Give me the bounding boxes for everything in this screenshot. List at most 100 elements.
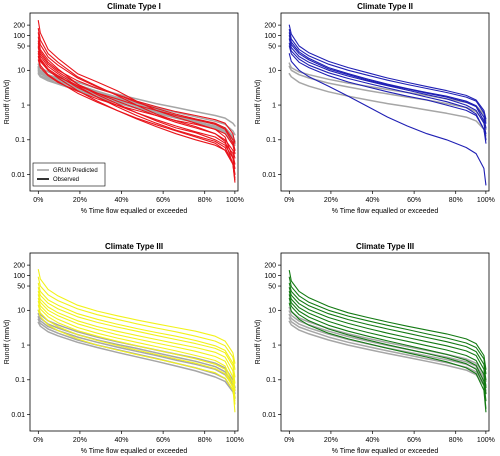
legend: GRUN Predicted Observed xyxy=(32,162,106,187)
x-tick-label: 100% xyxy=(226,437,244,444)
y-tick-label: 0.01 xyxy=(11,172,25,179)
predicted-line-9 xyxy=(288,306,487,383)
y-tick-label: 100 xyxy=(264,33,276,40)
observed-line-2 xyxy=(37,276,236,370)
y-tick-label: 100 xyxy=(264,273,276,280)
x-tick-label: 20% xyxy=(73,197,87,204)
y-axis-label: Runoff (mm/d) xyxy=(255,80,262,125)
x-tick-label: 80% xyxy=(198,437,212,444)
observed-line-3 xyxy=(288,32,487,129)
x-tick-label: 100% xyxy=(477,437,495,444)
chart-title: Climate Type III xyxy=(105,242,163,251)
predicted-line-12 xyxy=(37,312,236,392)
observed-line-6 xyxy=(288,294,487,402)
y-axis-label: Runoff (mm/d) xyxy=(255,320,262,365)
x-tick-label: 60% xyxy=(156,197,170,204)
x-tick-label: 20% xyxy=(73,437,87,444)
x-tick-label: 60% xyxy=(407,437,421,444)
y-tick-label: 1 xyxy=(272,102,276,109)
y-tick-label: 10 xyxy=(17,68,25,75)
x-tick-label: 60% xyxy=(407,197,421,204)
x-axis-label: % Time flow equalled or exceeded xyxy=(81,448,188,455)
plot-frame xyxy=(29,252,239,432)
y-tick-label: 50 xyxy=(268,283,276,290)
observed-line-8 xyxy=(37,300,236,413)
observed-line-11 xyxy=(37,55,236,181)
observed-line-2 xyxy=(288,28,487,124)
x-tick-label: 100% xyxy=(226,197,244,204)
observed-line-4 xyxy=(37,287,236,384)
x-axis-label: % Time flow equalled or exceeded xyxy=(332,208,439,215)
observed-line-8 xyxy=(37,47,236,165)
y-tick-label: 0.01 xyxy=(262,412,276,419)
observed-line-1 xyxy=(288,269,487,370)
observed-line-5 xyxy=(288,38,487,135)
observed-line-5 xyxy=(37,40,236,144)
legend-box xyxy=(32,162,106,187)
chart-title: Climate Type III xyxy=(356,242,414,251)
observed-line-8 xyxy=(288,53,487,186)
plot-frame xyxy=(280,252,490,432)
x-tick-label: 80% xyxy=(198,197,212,204)
x-tick-label: 20% xyxy=(324,197,338,204)
y-tick-label: 100 xyxy=(13,273,25,280)
chart-title: Climate Type II xyxy=(357,2,413,11)
observed-line-10 xyxy=(37,309,236,402)
y-tick-label: 0.1 xyxy=(15,377,25,384)
x-tick-label: 60% xyxy=(156,437,170,444)
observed-line-1 xyxy=(37,20,236,176)
x-tick-label: 20% xyxy=(324,437,338,444)
observed-line-1 xyxy=(37,268,236,364)
x-tick-label: 80% xyxy=(449,437,463,444)
observed-line-5 xyxy=(288,290,487,395)
observed-line-4 xyxy=(288,287,487,389)
predicted-line-10 xyxy=(288,310,487,386)
y-tick-label: 200 xyxy=(13,263,25,270)
panel-1: Climate Type I 0.01 0.1 1 10 50 100 200 0% 20% 40%… xyxy=(4,2,244,215)
observed-line-1 xyxy=(288,24,487,120)
y-axis-label: Runoff (mm/d) xyxy=(4,320,11,365)
predicted-line-13 xyxy=(37,63,236,127)
y-tick-label: 10 xyxy=(268,68,276,75)
x-tick-label: 40% xyxy=(115,437,129,444)
y-tick-label: 50 xyxy=(17,43,25,50)
x-tick-label: 100% xyxy=(477,197,495,204)
observed-line-7 xyxy=(288,45,487,144)
x-tick-label: 40% xyxy=(366,437,380,444)
observed-line-8 xyxy=(288,302,487,413)
y-tick-label: 10 xyxy=(268,308,276,315)
predicted-line-10 xyxy=(288,65,487,131)
y-tick-label: 0.1 xyxy=(266,137,276,144)
x-tick-label: 40% xyxy=(115,197,129,204)
x-tick-label: 0% xyxy=(33,197,43,204)
observed-line-7 xyxy=(288,297,487,409)
observed-line-12 xyxy=(37,59,236,155)
observed-line-10 xyxy=(37,53,236,155)
observed-line-6 xyxy=(37,294,236,399)
x-tick-label: 0% xyxy=(33,437,43,444)
y-tick-label: 0.01 xyxy=(11,412,25,419)
observed-line-6 xyxy=(37,42,236,159)
legend-label: GRUN Predicted xyxy=(53,168,98,174)
predicted-line-12 xyxy=(288,317,487,392)
predicted-line-13 xyxy=(288,320,487,395)
observed-line-4 xyxy=(288,35,487,141)
y-tick-label: 200 xyxy=(13,23,25,30)
panel-4: Climate Type III 0.01 0.1 1 10 50 100 200 0% 20% 4… xyxy=(255,242,495,455)
predicted-line-13 xyxy=(37,316,236,395)
observed-line-3 xyxy=(288,282,487,381)
y-tick-label: 0.1 xyxy=(15,137,25,144)
observed-line-7 xyxy=(37,297,236,405)
observed-line-2 xyxy=(288,276,487,375)
y-tick-label: 50 xyxy=(268,43,276,50)
y-tick-label: 1 xyxy=(21,342,25,349)
y-tick-label: 10 xyxy=(17,308,25,315)
x-tick-label: 40% xyxy=(366,197,380,204)
predicted-line-15 xyxy=(37,321,236,399)
plot-frame xyxy=(280,12,490,192)
y-axis-label: Runoff (mm/d) xyxy=(4,80,11,125)
x-tick-label: 0% xyxy=(284,197,294,204)
observed-line-3 xyxy=(37,32,236,151)
x-tick-label: 0% xyxy=(284,437,294,444)
